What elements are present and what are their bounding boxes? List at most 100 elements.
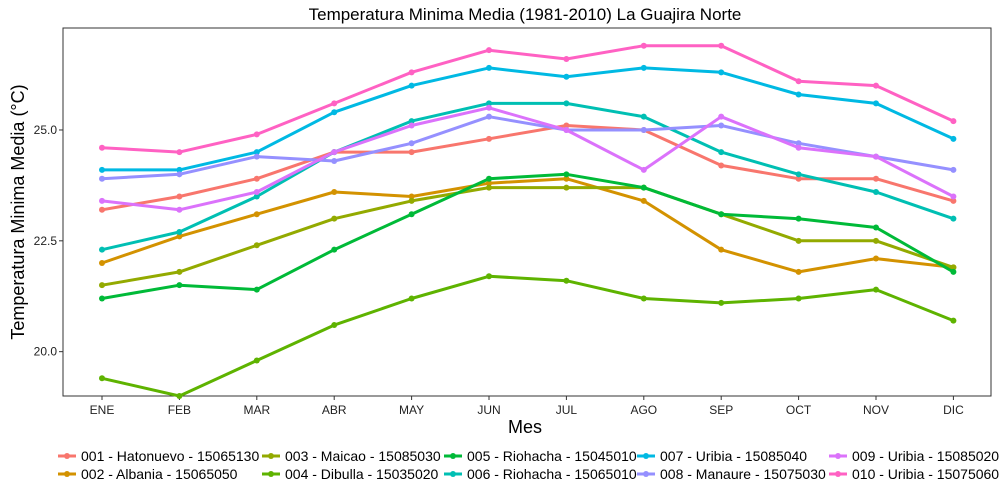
data-point [99,166,105,173]
data-point [640,184,647,191]
legend-key-point [268,453,274,459]
x-tick-label: JUL [556,403,578,417]
data-point [873,82,879,89]
data-point [718,162,725,169]
x-tick-label: NOV [863,403,889,417]
data-point [176,228,183,235]
data-point [486,184,492,191]
data-point [486,135,492,142]
series-line [101,177,954,274]
data-point [253,131,260,138]
data-point [176,282,183,289]
legend-item: 010 - Uribia - 15075060 [829,466,999,482]
legend-label: 010 - Uribia - 15075060 [852,466,999,482]
series [99,104,957,213]
data-point [640,113,647,120]
legend-item: 004 - Dibulla - 15035020 [262,466,439,482]
data-point [99,175,105,182]
series [99,171,957,302]
data-point [486,175,492,182]
legend-key-point [643,471,649,477]
series-line [102,66,955,172]
data-point [176,393,183,399]
legend-key-point [268,471,274,477]
x-tick-label: AGO [630,403,657,417]
data-point [408,118,415,125]
legend-item: 007 - Uribia - 15085040 [637,448,807,464]
data-point [486,273,492,280]
data-point [873,153,879,160]
y-tick-label: 25.0 [34,123,58,137]
data-point [253,149,260,156]
x-axis: ENE FEB MAR ABR MAY JUN JUL AGO SEP OCT NOV DIC [90,396,964,417]
series [99,100,957,253]
legend-key-point [450,453,456,459]
data-point [408,197,415,204]
data-point [408,122,415,129]
series [99,42,957,156]
data-point [176,193,183,200]
data-point [718,122,725,129]
data-point [950,317,957,324]
data-point [408,149,415,156]
data-point [873,189,879,196]
legend-item: 003 - Maicao - 15085030 [262,448,441,464]
data-point [99,375,105,382]
data-point [640,42,647,49]
data-point [176,166,183,173]
legend-key-point [835,453,841,459]
x-tick-label: MAR [243,403,270,417]
data-point [408,193,415,200]
data-point [486,104,492,111]
data-point [640,126,647,133]
data-point [873,255,879,262]
y-tick-label: 22.5 [34,234,58,248]
data-point [563,277,570,284]
data-point [795,268,802,275]
data-point [640,166,647,173]
data-point [253,211,260,218]
series-line [101,172,955,300]
y-axis-title: Temperatura Minima Media (°C) [8,84,28,339]
data-point [718,246,725,253]
legend-key-point [643,453,649,459]
data-point [718,42,725,49]
data-point [253,286,260,293]
data-point [563,100,570,107]
data-point [873,175,879,182]
legend: 001 - Hatonuevo - 15065130 002 - Albania … [58,448,999,482]
data-point [253,357,260,364]
data-point [253,189,260,196]
x-tick-label: ABR [322,403,347,417]
data-point [640,64,647,71]
data-point [563,73,570,80]
data-point [486,100,492,107]
data-point [718,149,725,156]
legend-item: 002 - Albania - 15065050 [58,466,238,482]
data-point [563,122,570,129]
data-point [331,322,338,329]
data-point [253,242,260,249]
data-point [640,295,647,302]
x-tick-label: ENE [90,403,115,417]
legend-key-point [835,471,841,477]
data-point [331,109,338,116]
data-point [99,144,105,151]
data-point [331,246,338,253]
x-tick-label: FEB [168,403,191,417]
data-point [486,64,492,71]
data-point [408,295,415,302]
data-point [99,206,105,213]
data-point [408,211,415,218]
legend-label: 001 - Hatonuevo - 15065130 [81,448,259,464]
x-axis-title: Mes [508,417,542,437]
data-point [873,224,879,231]
chart-title: Temperatura Minima Media (1981-2010) La … [309,5,742,24]
series-line [101,44,955,154]
y-tick-label: 20.0 [34,345,58,359]
y-axis: 20.0 22.5 25.0 [34,123,63,359]
data-point [950,197,957,204]
data-point [176,171,183,178]
data-point [795,78,802,85]
